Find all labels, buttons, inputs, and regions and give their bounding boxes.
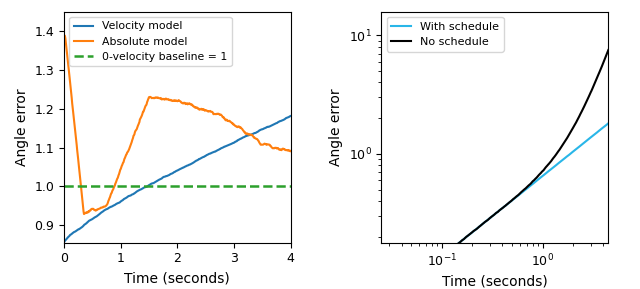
0-velocity baseline = 1 (60, 185, 68, 188)
Line: No schedule: No schedule (396, 50, 609, 289)
With schedule (517, 192, 525, 195)
With schedule (605, 122, 612, 125)
No schedule (605, 48, 612, 52)
Absolute model (170, 99, 178, 102)
Line: With schedule: With schedule (396, 123, 609, 289)
Legend: Velocity model, Absolute model, 0-velocity baseline = 1: Velocity model, Absolute model, 0-veloci… (69, 17, 232, 66)
With schedule (534, 178, 541, 181)
No schedule (429, 262, 437, 265)
Absolute model (184, 103, 191, 106)
X-axis label: Time (seconds): Time (seconds) (442, 275, 548, 289)
Velocity model (183, 164, 191, 168)
Line: Absolute model: Absolute model (64, 36, 291, 214)
Velocity model (169, 171, 177, 175)
Absolute model (282, 149, 290, 152)
Velocity model (168, 172, 175, 175)
Velocity model (287, 114, 294, 118)
Velocity model (282, 117, 289, 121)
Velocity model (195, 157, 203, 161)
With schedule (447, 248, 454, 251)
0-velocity baseline = 1 (117, 185, 125, 188)
With schedule (429, 262, 437, 265)
No schedule (488, 215, 496, 218)
Velocity model (246, 133, 253, 137)
Absolute model (287, 149, 294, 153)
Line: Velocity model: Velocity model (64, 116, 291, 242)
Y-axis label: Angle error: Angle error (15, 88, 29, 166)
No schedule (552, 153, 559, 157)
Absolute model (80, 212, 88, 216)
X-axis label: Time (seconds): Time (seconds) (124, 271, 230, 285)
Absolute model (61, 34, 68, 37)
No schedule (447, 248, 454, 251)
Absolute model (247, 133, 255, 137)
Absolute model (196, 108, 204, 111)
With schedule (488, 215, 496, 218)
Absolute model (169, 99, 177, 103)
Y-axis label: Angle error: Angle error (329, 88, 343, 166)
No schedule (534, 175, 541, 178)
With schedule (552, 164, 559, 167)
No schedule (517, 190, 525, 194)
Velocity model (60, 241, 68, 244)
Absolute model (60, 34, 68, 37)
Legend: With schedule, No schedule: With schedule, No schedule (387, 17, 504, 51)
